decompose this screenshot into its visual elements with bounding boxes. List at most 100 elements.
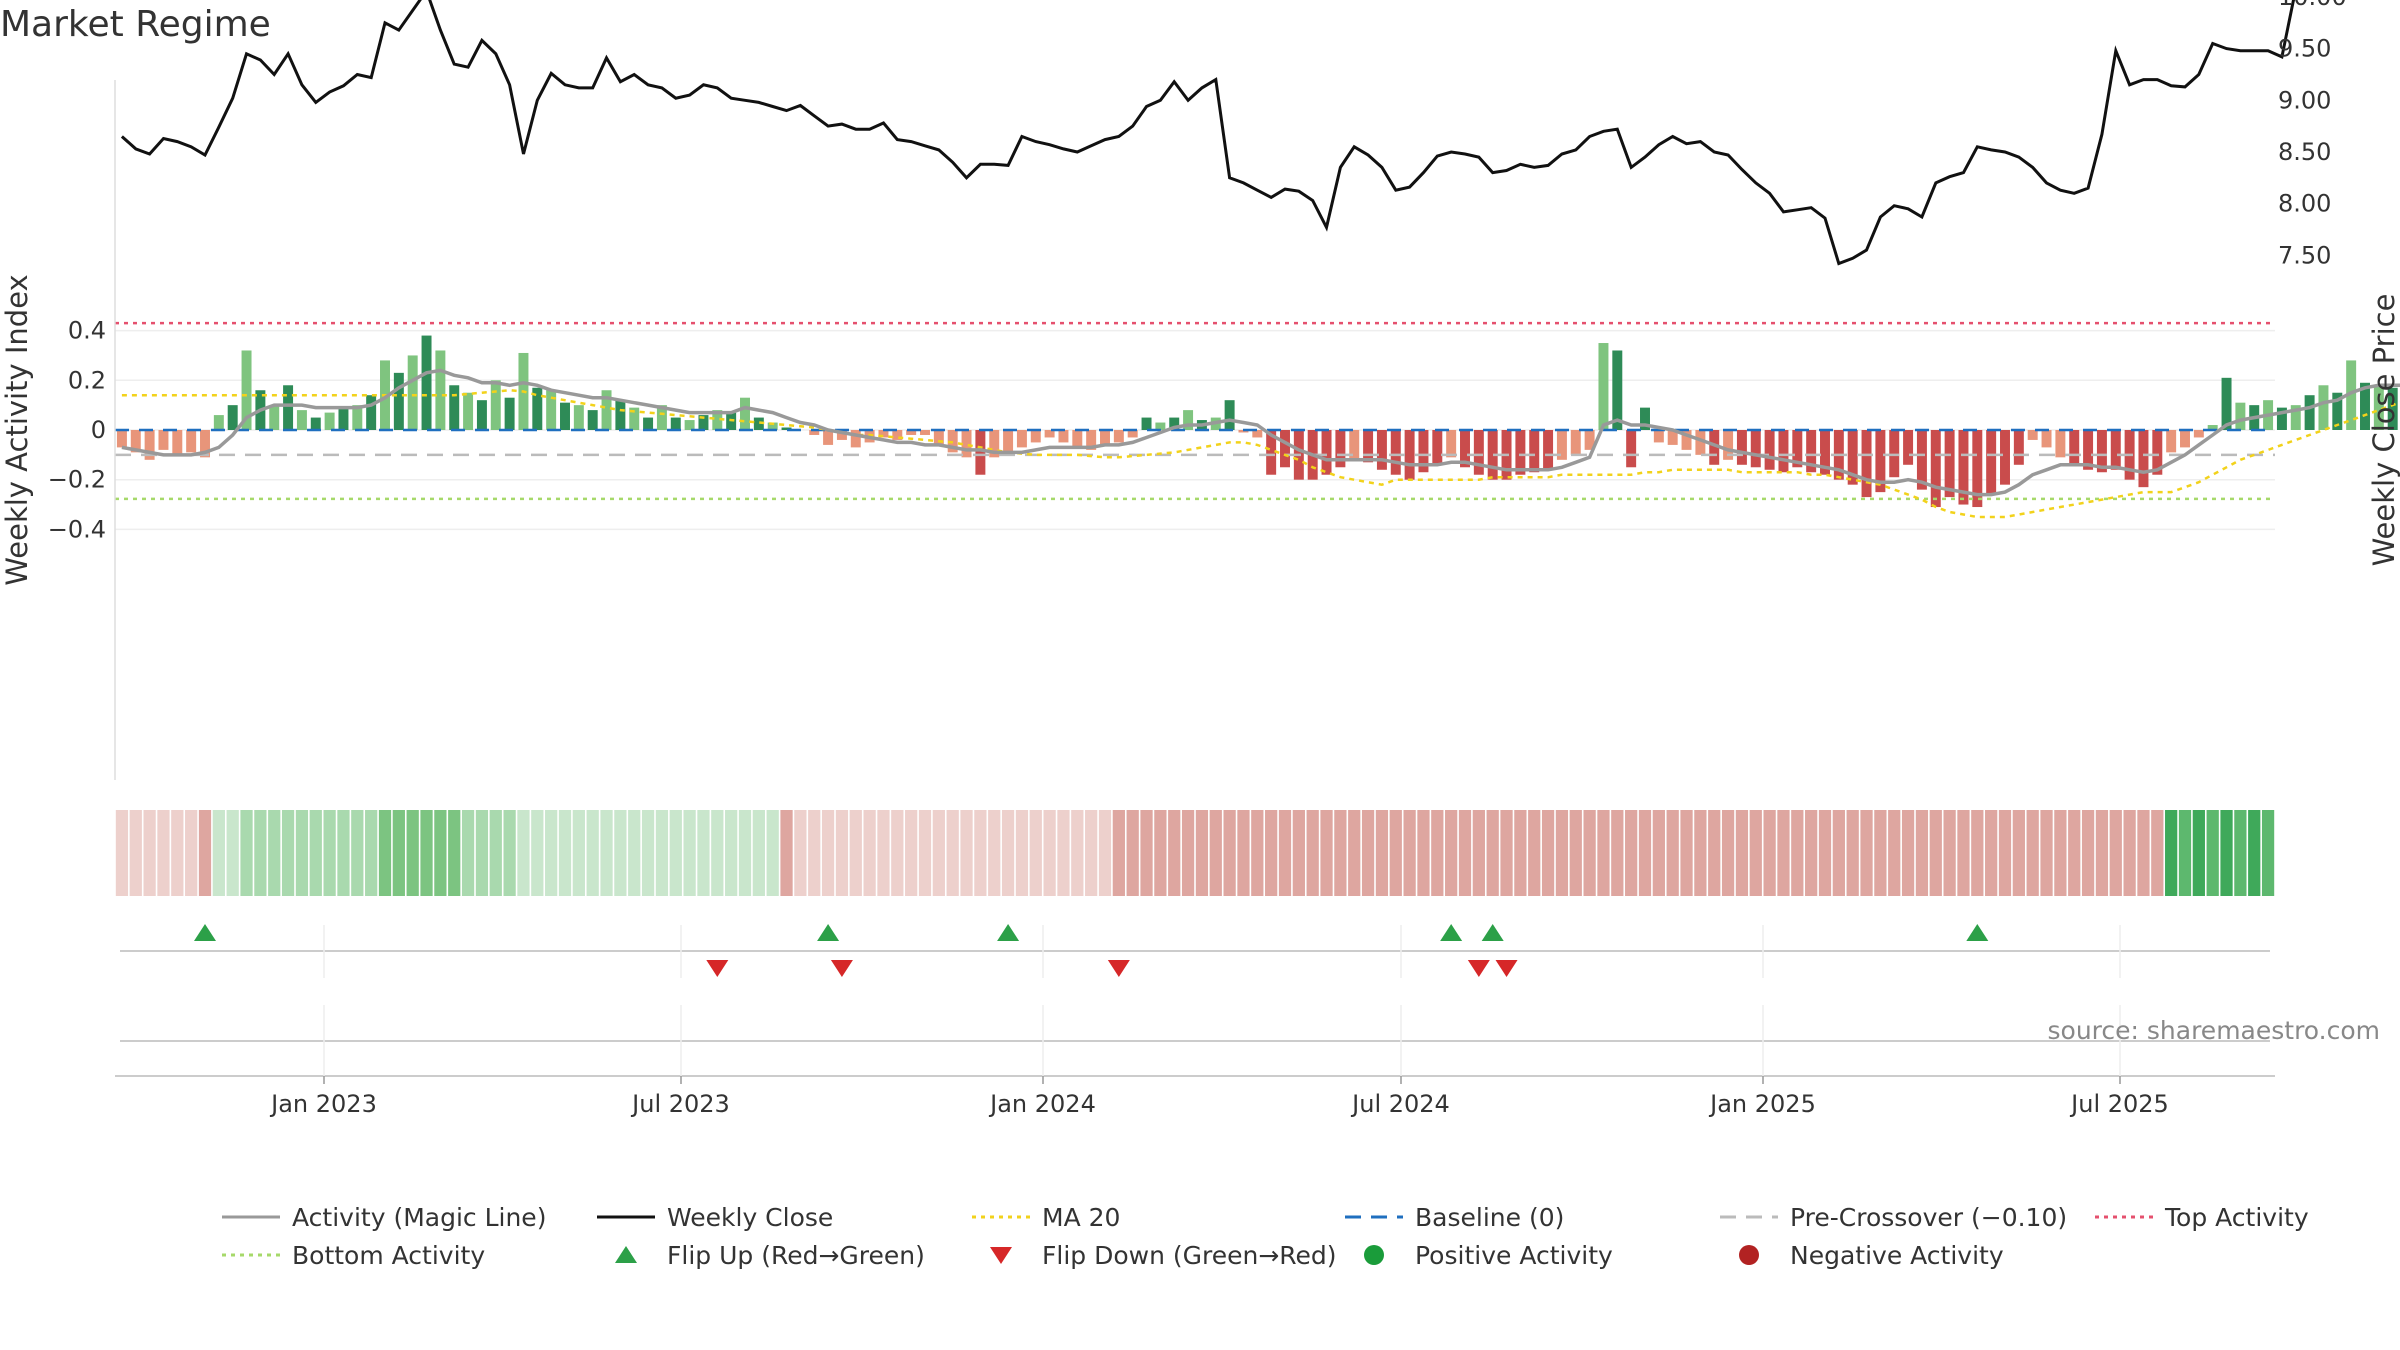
x-tick-label: Jul 2023 xyxy=(630,1090,730,1118)
activity-bar xyxy=(1141,417,1152,430)
magic-line xyxy=(121,368,2400,497)
activity-bar xyxy=(836,430,847,440)
regime-cell xyxy=(1057,810,1070,896)
regime-cell xyxy=(268,810,281,896)
regime-cell xyxy=(337,810,350,896)
regime-cell xyxy=(475,810,489,896)
regime-cell xyxy=(988,810,1001,896)
regime-cell xyxy=(1901,810,1915,896)
regime-cell xyxy=(226,810,239,896)
regime-cell xyxy=(877,810,890,896)
flip-up-marker xyxy=(817,924,840,941)
y-right-tick-label: 8.50 xyxy=(2278,138,2331,166)
activity-bar xyxy=(1363,430,1374,463)
activity-bar xyxy=(2373,385,2384,430)
activity-bar xyxy=(892,430,903,440)
activity-bar xyxy=(643,417,654,430)
y-axis-left-title: Weekly Activity Index xyxy=(0,274,34,585)
regime-cell xyxy=(2192,810,2205,896)
activity-bar xyxy=(1640,407,1650,430)
regime-cell xyxy=(2137,810,2150,896)
regime-cell xyxy=(1195,810,1209,896)
regime-cell xyxy=(974,810,987,896)
activity-bar xyxy=(1446,430,1457,458)
activity-bar xyxy=(130,430,141,453)
activity-bar xyxy=(421,335,432,430)
activity-bar xyxy=(920,430,930,435)
flip-up-marker xyxy=(997,924,1020,941)
y-right-tick-label: 9.50 xyxy=(2278,35,2331,63)
regime-cell xyxy=(1361,810,1375,896)
regime-cell xyxy=(2095,810,2109,896)
regime-cell xyxy=(1486,810,1499,896)
activity-bar xyxy=(1543,430,1554,470)
regime-cell xyxy=(1278,810,1292,896)
regime-cell xyxy=(420,810,433,896)
regime-cell xyxy=(1375,810,1389,896)
activity-bar xyxy=(2207,425,2218,430)
activity-bar xyxy=(172,430,183,455)
regime-cell xyxy=(1791,810,1804,896)
activity-bar xyxy=(1169,417,1180,430)
regime-cell xyxy=(558,810,572,896)
regime-cell xyxy=(641,810,655,896)
activity-bar xyxy=(573,405,584,430)
legend-label: MA 20 xyxy=(1042,1203,1120,1232)
activity-bar xyxy=(1404,430,1415,480)
activity-bar xyxy=(1003,430,1014,453)
activity-bar xyxy=(1460,430,1470,468)
flip-down-marker xyxy=(1467,960,1490,977)
x-tick-label: Jan 2024 xyxy=(988,1090,1096,1118)
activity-bar xyxy=(1321,430,1332,475)
regime-cell xyxy=(1652,810,1665,896)
regime-cell xyxy=(1292,810,1305,896)
regime-cell xyxy=(143,810,156,896)
activity-bar xyxy=(1750,430,1761,468)
activity-bar xyxy=(2027,430,2038,440)
regime-cell xyxy=(1001,810,1015,896)
regime-cell xyxy=(1140,810,1153,896)
regime-cell xyxy=(1251,810,1264,896)
activity-bar xyxy=(1487,430,1498,480)
x-axis-ticks: Jan 2023 Jul 2023 Jan 2024 Jul 2024 Jan 2025… xyxy=(269,1076,2169,1118)
regime-cell xyxy=(1265,810,1278,896)
activity-bar xyxy=(2290,405,2301,430)
activity-bar xyxy=(684,420,695,430)
regime-cell xyxy=(1721,810,1735,896)
activity-bar xyxy=(213,415,224,430)
page-title: Market Regime xyxy=(0,4,271,45)
regime-cell xyxy=(378,810,392,896)
activity-bar xyxy=(2180,430,2190,448)
regime-cell xyxy=(1500,810,1513,896)
regime-cell xyxy=(1043,810,1056,896)
regime-cell xyxy=(794,810,807,896)
activity-bar xyxy=(200,430,210,458)
legend: Activity (Magic Line) Weekly Close MA 20 Ba… xyxy=(222,1203,2309,1270)
regime-cell xyxy=(849,810,862,896)
activity-bar xyxy=(1626,430,1637,468)
activity-bar xyxy=(1681,430,1692,450)
legend-item: Baseline (0) xyxy=(1345,1203,1564,1232)
regime-cell xyxy=(683,810,696,896)
regime-strip xyxy=(115,810,2275,896)
activity-bar xyxy=(269,405,280,430)
legend-dot-icon xyxy=(1739,1245,1759,1265)
activity-bar xyxy=(1418,430,1429,473)
legend-item: MA 20 xyxy=(972,1203,1120,1232)
activity-bar xyxy=(767,422,778,430)
regime-cell xyxy=(2081,810,2095,896)
activity-bar xyxy=(449,385,460,430)
legend-label: Baseline (0) xyxy=(1415,1203,1564,1232)
regime-cell xyxy=(738,810,752,896)
activity-bar xyxy=(560,402,570,430)
activity-bar xyxy=(2221,377,2232,430)
activity-bar xyxy=(698,415,709,430)
regime-cell xyxy=(1998,810,2012,896)
activity-bar xyxy=(116,430,127,448)
regime-cell xyxy=(891,810,904,896)
axes-layer: 0.40.20−0.2−0.410.5010.009.509.008.508.0… xyxy=(48,0,2347,780)
activity-bar xyxy=(1903,430,1914,465)
activity-bar xyxy=(2110,430,2121,470)
regime-cell xyxy=(448,810,461,896)
